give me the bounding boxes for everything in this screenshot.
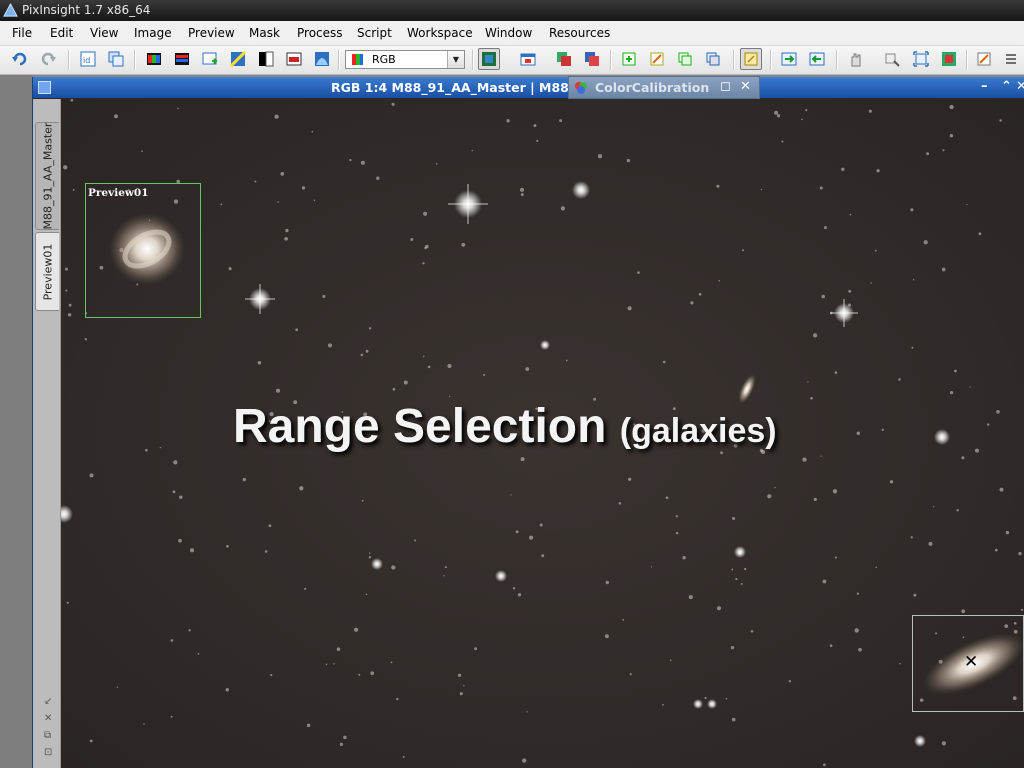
- workspace-left-strip: [0, 75, 32, 768]
- toolbar-more-icon[interactable]: [1004, 51, 1020, 67]
- new-preview-icon[interactable]: [202, 51, 218, 67]
- image-canvas[interactable]: Preview01 Range Selection (galaxies) ✕: [61, 99, 1024, 768]
- process-window-title: ColorCalibration: [595, 80, 710, 95]
- auto-stretch-icon[interactable]: [230, 51, 246, 67]
- shrink-icon[interactable]: ↙: [44, 696, 53, 707]
- tab-preview01[interactable]: Preview01: [35, 232, 59, 311]
- menu-image[interactable]: Image: [134, 26, 172, 40]
- image-identifier-icon[interactable]: id: [80, 51, 96, 67]
- star-field: [61, 99, 1024, 768]
- add-preview-icon[interactable]: [621, 51, 637, 67]
- preview-store-icon[interactable]: [584, 51, 600, 67]
- close-process-icon[interactable]: ✕: [740, 79, 751, 94]
- new-window-icon[interactable]: [520, 51, 536, 67]
- chevron-down-icon[interactable]: ▼: [447, 51, 464, 68]
- main-toolbar: id: [0, 46, 1024, 75]
- edit-mode-icon[interactable]: [976, 51, 992, 67]
- center-view-icon[interactable]: [941, 51, 957, 67]
- overlay-caption: Range Selection (galaxies): [233, 399, 777, 454]
- mask-icon[interactable]: [286, 51, 302, 67]
- histogram-icon[interactable]: [314, 51, 330, 67]
- channel-select-value: RGB: [372, 53, 396, 66]
- expand-icon[interactable]: ⊡: [44, 747, 53, 758]
- view-tabs: M88_91_AA_Master Preview01 ↙ ✕ ⧉ ⊡: [33, 99, 61, 768]
- image-window-title: RGB 1:4 M88_91_AA_Master | M88: [331, 80, 569, 95]
- menu-process[interactable]: Process: [297, 26, 343, 40]
- menu-bar: File Edit View Image Preview Mask Proces…: [0, 21, 1024, 46]
- menu-edit[interactable]: Edit: [50, 26, 74, 40]
- menu-workspace[interactable]: Workspace: [407, 26, 473, 40]
- app-title-bar: PixInsight 1.7 x86_64: [0, 0, 1024, 21]
- edit-preview-icon[interactable]: [649, 51, 665, 67]
- duplicate-image-icon[interactable]: [108, 51, 124, 67]
- menu-window[interactable]: Window: [485, 26, 533, 40]
- undo-icon[interactable]: [12, 51, 28, 67]
- menu-preview[interactable]: Preview: [188, 26, 235, 40]
- overlay-caption-main: Range Selection: [233, 400, 607, 453]
- rgb-channels-icon[interactable]: [146, 51, 162, 67]
- pan-hand-icon[interactable]: [848, 51, 864, 67]
- split-channels-icon[interactable]: [174, 51, 190, 67]
- zoom-tool-icon[interactable]: [884, 51, 900, 67]
- float-window-icon[interactable]: ◻: [720, 79, 731, 94]
- menu-file[interactable]: File: [12, 26, 33, 40]
- minimize-icon[interactable]: –: [981, 79, 988, 94]
- preview01-rectangle[interactable]: [85, 183, 201, 318]
- fit-view-icon[interactable]: [913, 51, 929, 67]
- preview-duplicate-icon[interactable]: [705, 51, 721, 67]
- tab-main-view-label: M88_91_AA_Master: [41, 122, 54, 230]
- pixinsight-logo-icon: [3, 3, 18, 17]
- zoom-in-icon[interactable]: [781, 51, 797, 67]
- process-window-color-calibration[interactable]: ColorCalibration ◻ ✕: [568, 76, 760, 99]
- readout-mode-icon[interactable]: [743, 51, 759, 67]
- redo-icon[interactable]: [40, 51, 56, 67]
- image-window-title-bar[interactable]: RGB 1:4 M88_91_AA_Master | M88 – ⌃ ✕: [33, 77, 1024, 98]
- crosshair-cursor-icon: ✕: [964, 652, 979, 672]
- tab-preview01-label: Preview01: [41, 243, 54, 300]
- fit-icon[interactable]: ✕: [44, 713, 53, 724]
- menu-script[interactable]: Script: [357, 26, 392, 40]
- close-icon[interactable]: ✕: [1016, 79, 1024, 94]
- menu-resources[interactable]: Resources: [549, 26, 611, 40]
- maximize-icon[interactable]: ⌃: [1001, 79, 1012, 94]
- invert-icon[interactable]: [258, 51, 274, 67]
- zoom-out-icon[interactable]: [809, 51, 825, 67]
- tab-main-view[interactable]: M88_91_AA_Master: [35, 122, 59, 230]
- copy-view-icon[interactable]: ⧉: [44, 730, 52, 741]
- preview-red-icon[interactable]: [556, 51, 572, 67]
- window-icon: [38, 81, 51, 94]
- channel-select[interactable]: RGB ▼: [345, 50, 465, 69]
- menu-view[interactable]: View: [90, 26, 119, 40]
- preview01-label: Preview01: [88, 187, 149, 199]
- svg-text:id: id: [83, 56, 90, 65]
- menu-mask[interactable]: Mask: [249, 26, 280, 40]
- display-channel-icon[interactable]: [481, 51, 497, 67]
- color-calibration-icon: [575, 82, 587, 94]
- overlay-caption-sub: (galaxies): [619, 412, 777, 450]
- preview-copy-icon[interactable]: [677, 51, 693, 67]
- app-title: PixInsight 1.7 x86_64: [22, 3, 151, 17]
- rgb-swatch-icon: [352, 54, 363, 65]
